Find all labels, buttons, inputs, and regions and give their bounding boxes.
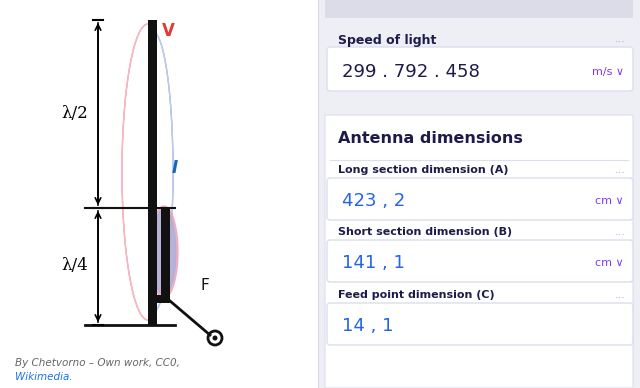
FancyBboxPatch shape bbox=[327, 47, 633, 91]
Bar bbox=[318, 0, 640, 388]
Text: Speed of light: Speed of light bbox=[338, 34, 436, 47]
Bar bbox=[148, 20, 157, 325]
Text: cm ∨: cm ∨ bbox=[595, 258, 624, 268]
Text: Short section dimension (B): Short section dimension (B) bbox=[338, 227, 512, 237]
Polygon shape bbox=[122, 24, 148, 320]
Text: Antenna dimensions: Antenna dimensions bbox=[338, 131, 523, 146]
Text: Long section dimension (A): Long section dimension (A) bbox=[338, 165, 509, 175]
Text: ...: ... bbox=[615, 227, 626, 237]
Bar bbox=[148, 295, 170, 303]
Text: ...: ... bbox=[615, 34, 626, 44]
Bar bbox=[0, 0, 318, 388]
Text: λ/4: λ/4 bbox=[61, 258, 88, 274]
Text: λ/2: λ/2 bbox=[61, 106, 88, 123]
Polygon shape bbox=[152, 209, 176, 295]
Text: ...: ... bbox=[615, 165, 626, 175]
Text: cm ∨: cm ∨ bbox=[595, 196, 624, 206]
Text: Feed point dimension (C): Feed point dimension (C) bbox=[338, 290, 495, 300]
Text: 299 . 792 . 458: 299 . 792 . 458 bbox=[342, 63, 480, 81]
FancyBboxPatch shape bbox=[327, 240, 633, 282]
Text: 14 , 1: 14 , 1 bbox=[342, 317, 394, 335]
Polygon shape bbox=[153, 32, 173, 312]
Text: ...: ... bbox=[615, 290, 626, 300]
Bar bbox=[325, 18, 633, 130]
Text: 141 , 1: 141 , 1 bbox=[342, 254, 405, 272]
FancyBboxPatch shape bbox=[327, 303, 633, 345]
Text: Wikimedia.: Wikimedia. bbox=[15, 372, 72, 382]
Text: m/s ∨: m/s ∨ bbox=[592, 67, 624, 77]
Text: V: V bbox=[162, 22, 175, 40]
Polygon shape bbox=[150, 206, 178, 298]
Text: I: I bbox=[172, 159, 178, 177]
Bar bbox=[161, 208, 170, 298]
Bar bbox=[325, 0, 633, 18]
Text: F: F bbox=[200, 277, 209, 293]
Text: 423 , 2: 423 , 2 bbox=[342, 192, 405, 210]
FancyBboxPatch shape bbox=[327, 178, 633, 220]
Circle shape bbox=[212, 336, 218, 341]
FancyBboxPatch shape bbox=[325, 115, 633, 388]
Bar bbox=[325, 130, 633, 142]
Text: By Chetvorno – Own work, CC0,: By Chetvorno – Own work, CC0, bbox=[15, 358, 180, 368]
